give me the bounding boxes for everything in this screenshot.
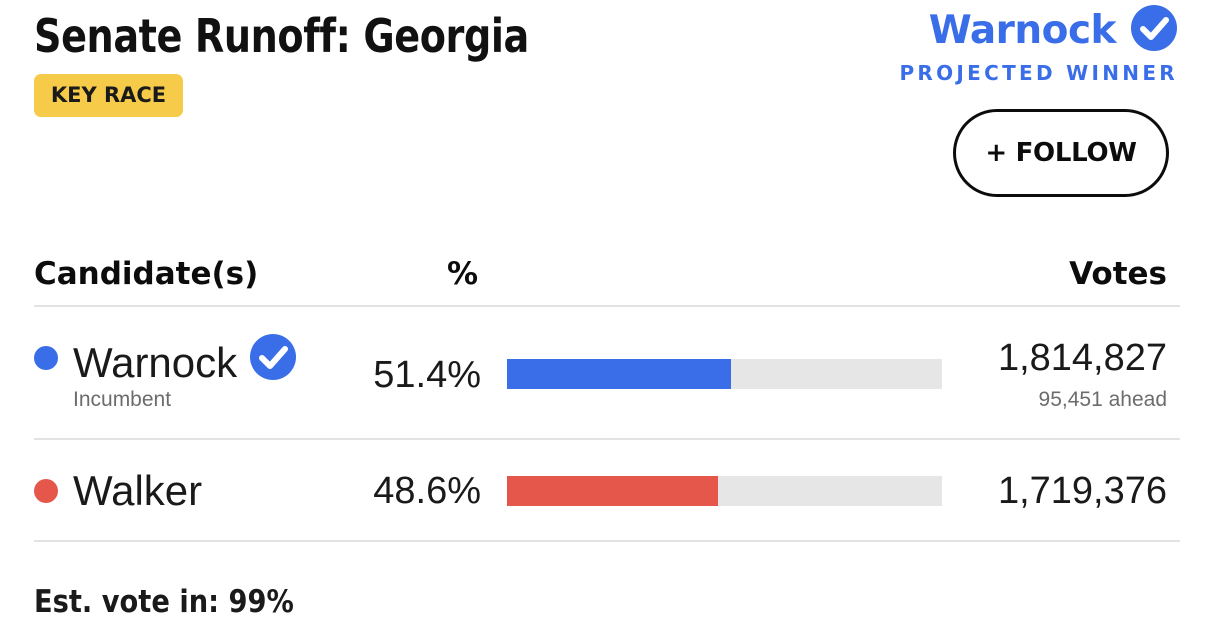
- candidate-color-dot: [34, 479, 58, 503]
- candidate-name-text: Walker: [73, 467, 203, 514]
- divider: [34, 438, 1180, 440]
- candidate-votes: 1,719,376: [997, 470, 1167, 512]
- header-votes: Votes: [1069, 256, 1167, 292]
- incumbent-label: Incumbent: [73, 388, 172, 411]
- candidate-name: Walker: [73, 466, 202, 516]
- vote-share-fill: [507, 476, 719, 506]
- candidate-name-text: Warnock: [73, 338, 238, 386]
- projected-winner: Warnock: [929, 4, 1178, 57]
- divider: [34, 305, 1180, 307]
- vote-share-fill: [507, 359, 731, 389]
- candidate-name: Warnock: [73, 333, 297, 392]
- check-circle-icon: [1130, 4, 1178, 57]
- estimated-vote-in: Est. vote in: 99%: [34, 584, 294, 620]
- vote-share-bar: [507, 359, 942, 389]
- key-race-badge: KEY RACE: [34, 74, 183, 117]
- candidate-color-dot: [34, 346, 58, 370]
- header-percent: %: [447, 256, 479, 292]
- check-circle-icon: [249, 333, 297, 392]
- divider: [34, 540, 1180, 542]
- follow-button[interactable]: + FOLLOW: [953, 109, 1169, 197]
- candidate-votes: 1,814,827: [997, 337, 1167, 379]
- vote-share-bar: [507, 476, 942, 506]
- candidate-percent: 48.6%: [373, 470, 481, 512]
- page-title: Senate Runoff: Georgia: [34, 9, 529, 63]
- projected-winner-label: PROJECTED WINNER: [899, 61, 1178, 85]
- winner-name: Warnock: [928, 7, 1117, 53]
- candidate-percent: 51.4%: [373, 354, 481, 396]
- vote-lead: 95,451 ahead: [1038, 388, 1167, 411]
- header-candidates: Candidate(s): [34, 256, 259, 292]
